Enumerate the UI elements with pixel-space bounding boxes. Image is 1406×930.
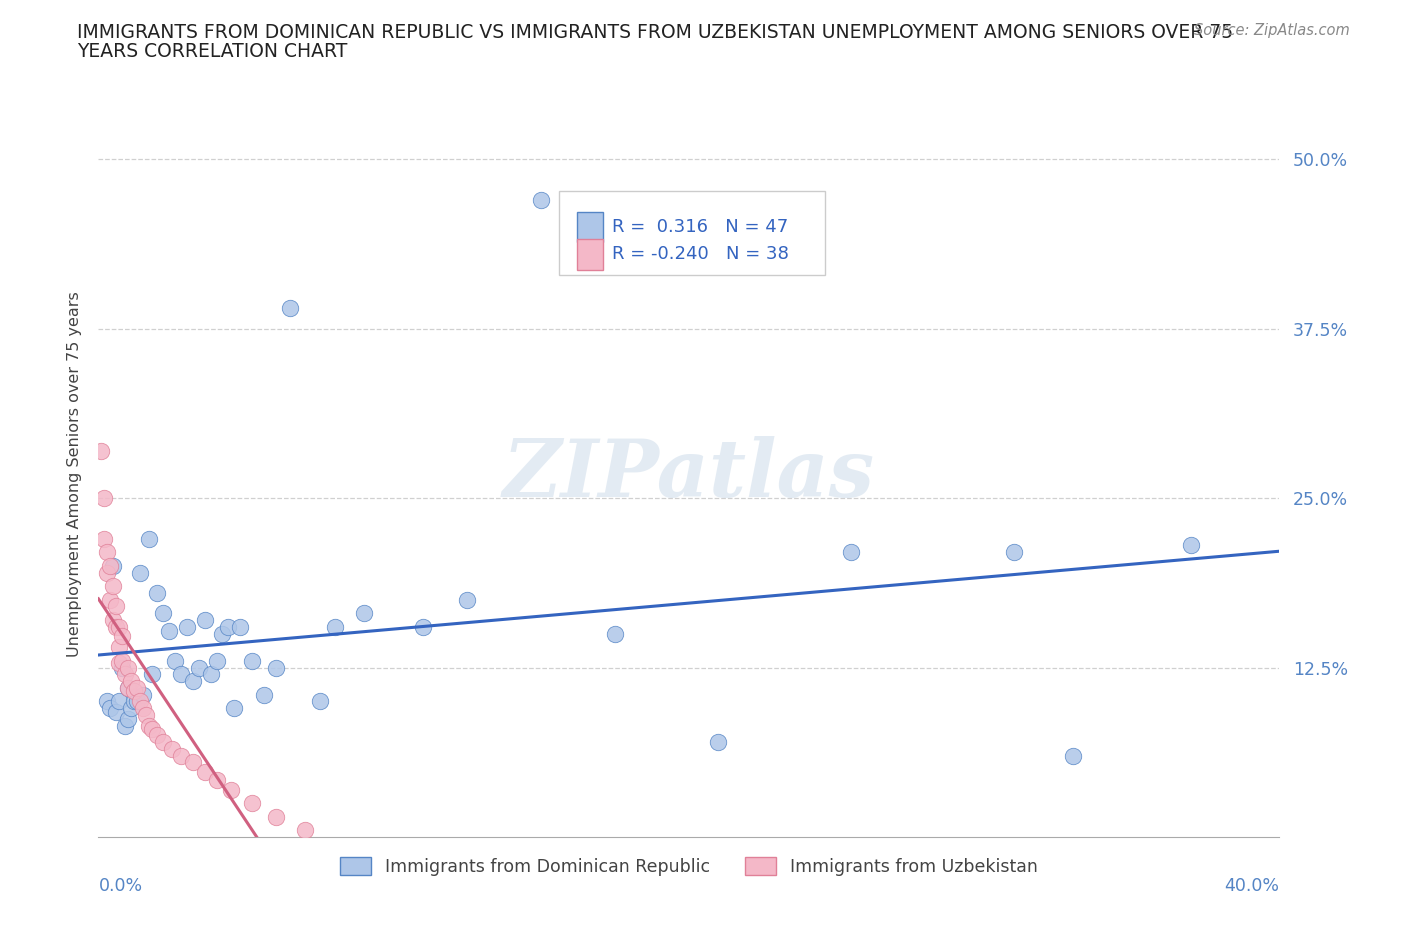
Point: [211, 626, 233, 641]
Point: [187, 660, 209, 675]
Bar: [576, 239, 603, 270]
Point: [138, 718, 160, 733]
Point: [170, 667, 193, 682]
Text: R = -0.240   N = 38: R = -0.240 N = 38: [612, 246, 789, 263]
Point: [353, 605, 375, 620]
Point: [605, 626, 627, 641]
Point: [98, 700, 121, 715]
Point: [221, 782, 243, 797]
Bar: [576, 212, 603, 242]
Point: [323, 619, 346, 634]
Point: [117, 660, 139, 675]
Point: [98, 558, 121, 573]
Point: [114, 667, 136, 682]
Point: [530, 193, 553, 207]
Point: [181, 755, 204, 770]
Point: [194, 613, 217, 628]
Text: ZIPatlas: ZIPatlas: [503, 435, 875, 513]
Point: [128, 694, 150, 709]
Point: [135, 708, 157, 723]
Point: [205, 773, 228, 788]
Point: [157, 623, 180, 638]
Point: [98, 592, 121, 607]
Point: [264, 809, 287, 824]
Point: [229, 619, 252, 634]
Point: [280, 300, 302, 315]
Point: [122, 684, 145, 698]
Point: [117, 711, 139, 726]
Point: [1180, 538, 1202, 553]
Point: [125, 681, 148, 696]
Point: [96, 565, 118, 580]
Point: [707, 735, 730, 750]
Point: [103, 613, 125, 628]
Point: [122, 694, 145, 709]
Point: [111, 629, 134, 644]
Point: [105, 599, 128, 614]
Point: [96, 694, 118, 709]
Point: [132, 700, 155, 715]
Point: [170, 749, 193, 764]
Point: [90, 443, 112, 458]
Point: [114, 718, 136, 733]
Point: [162, 741, 183, 756]
Point: [412, 619, 434, 634]
Point: [117, 681, 139, 696]
Point: [108, 656, 131, 671]
Point: [125, 694, 148, 709]
Point: [146, 728, 169, 743]
Point: [194, 764, 217, 779]
Legend: Immigrants from Dominican Republic, Immigrants from Uzbekistan: Immigrants from Dominican Republic, Immi…: [333, 850, 1045, 883]
Point: [111, 660, 134, 675]
Text: IMMIGRANTS FROM DOMINICAN REPUBLIC VS IMMIGRANTS FROM UZBEKISTAN UNEMPLOYMENT AM: IMMIGRANTS FROM DOMINICAN REPUBLIC VS IM…: [77, 23, 1233, 42]
Point: [224, 700, 246, 715]
Point: [96, 545, 118, 560]
Point: [294, 823, 316, 838]
Point: [138, 531, 160, 546]
Point: [217, 619, 239, 634]
Point: [108, 694, 131, 709]
Point: [841, 545, 863, 560]
Point: [146, 586, 169, 601]
Point: [240, 653, 263, 668]
Point: [105, 619, 128, 634]
Point: [103, 578, 125, 593]
Point: [1062, 749, 1084, 764]
Point: [141, 721, 163, 736]
Point: [141, 667, 163, 682]
Point: [93, 491, 115, 506]
Text: 0.0%: 0.0%: [98, 877, 142, 895]
Point: [128, 565, 150, 580]
Point: [108, 640, 131, 655]
Point: [132, 687, 155, 702]
Point: [1002, 545, 1025, 560]
Point: [152, 605, 174, 620]
Text: Source: ZipAtlas.com: Source: ZipAtlas.com: [1194, 23, 1350, 38]
Text: R =  0.316   N = 47: R = 0.316 N = 47: [612, 218, 789, 236]
FancyBboxPatch shape: [560, 192, 825, 275]
Point: [108, 619, 131, 634]
Point: [264, 660, 287, 675]
Point: [103, 558, 125, 573]
Point: [205, 653, 228, 668]
Point: [240, 796, 263, 811]
Point: [165, 653, 187, 668]
Point: [176, 619, 198, 634]
Y-axis label: Unemployment Among Seniors over 75 years: Unemployment Among Seniors over 75 years: [66, 291, 82, 658]
Point: [105, 705, 128, 720]
Text: YEARS CORRELATION CHART: YEARS CORRELATION CHART: [77, 42, 347, 60]
Point: [93, 531, 115, 546]
Point: [152, 735, 174, 750]
Text: 40.0%: 40.0%: [1225, 877, 1279, 895]
Point: [200, 667, 222, 682]
Point: [120, 673, 142, 688]
Point: [111, 653, 134, 668]
Point: [457, 592, 479, 607]
Point: [181, 673, 204, 688]
Point: [309, 694, 332, 709]
Point: [120, 700, 142, 715]
Point: [253, 687, 276, 702]
Point: [117, 681, 139, 696]
